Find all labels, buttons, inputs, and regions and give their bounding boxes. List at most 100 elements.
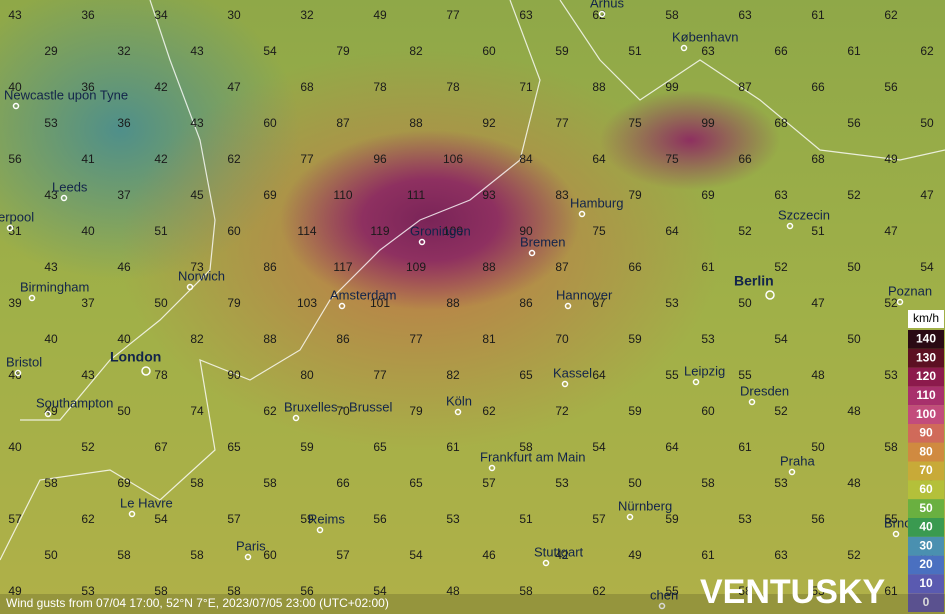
wind-value: 50 (44, 548, 58, 562)
city-label: Newcastle upon Tyne (4, 87, 128, 102)
wind-value: 60 (263, 548, 277, 562)
wind-value: 50 (117, 404, 131, 418)
wind-value: 49 (8, 584, 22, 598)
wind-value: 78 (446, 80, 460, 94)
wind-value: 53 (701, 332, 715, 346)
city-dot (454, 408, 462, 416)
legend-label: 40 (919, 520, 933, 534)
wind-value: 65 (227, 440, 241, 454)
wind-value: 93 (482, 188, 496, 202)
wind-value: 75 (628, 116, 642, 130)
wind-value: 83 (555, 188, 569, 202)
wind-value: 42 (154, 152, 168, 166)
wind-value: 57 (592, 512, 606, 526)
wind-value: 88 (263, 332, 277, 346)
wind-value: 77 (373, 368, 387, 382)
wind-value: 47 (920, 188, 934, 202)
wind-value: 51 (811, 224, 825, 238)
wind-value: 62 (592, 584, 606, 598)
wind-value: 40 (81, 224, 95, 238)
wind-value: 67 (592, 296, 606, 310)
wind-value: 47 (811, 296, 825, 310)
wind-value: 82 (190, 332, 204, 346)
wind-value: 63 (774, 188, 788, 202)
wind-value: 45 (190, 188, 204, 202)
wind-value: 79 (336, 44, 350, 58)
wind-value: 100 (443, 224, 463, 238)
city-dot (28, 294, 36, 302)
wind-value: 43 (190, 44, 204, 58)
wind-value: 86 (519, 296, 533, 310)
wind-value: 49 (44, 404, 58, 418)
wind-value: 55 (738, 368, 752, 382)
city-dot (244, 553, 252, 561)
wind-value: 59 (300, 440, 314, 454)
logo[interactable]: VENTUSKY (700, 573, 885, 611)
wind-value: 50 (847, 332, 861, 346)
wind-value: 72 (555, 404, 569, 418)
wind-value: 90 (227, 368, 241, 382)
wind-value: 49 (373, 8, 387, 22)
wind-value: 84 (519, 152, 533, 166)
wind-value: 56 (373, 512, 387, 526)
wind-value: 79 (227, 296, 241, 310)
wind-value: 40 (44, 332, 58, 346)
wind-value: 50 (738, 296, 752, 310)
city-dot (748, 398, 756, 406)
wind-value: 64 (592, 152, 606, 166)
wind-value: 56 (884, 80, 898, 94)
wind-value: 54 (592, 440, 606, 454)
wind-value: 53 (884, 368, 898, 382)
wind-value: 42 (154, 80, 168, 94)
wind-value: 65 (373, 440, 387, 454)
city-dot (626, 513, 634, 521)
wind-value: 117 (333, 260, 352, 274)
city-dot (186, 283, 194, 291)
wind-value: 63 (519, 8, 533, 22)
wind-value: 58 (190, 548, 204, 562)
legend-label: 140 (916, 332, 936, 346)
wind-value: 42 (555, 548, 569, 562)
wind-value: 61 (738, 440, 752, 454)
wind-value: 57 (482, 476, 496, 490)
wind-value: 66 (774, 44, 788, 58)
city-label: erpool (0, 209, 34, 224)
city-label: Nürnberg (618, 498, 672, 513)
city-dot (786, 222, 794, 230)
legend-swatch (908, 499, 944, 518)
wind-value: 53 (446, 512, 460, 526)
wind-value: 80 (300, 368, 314, 382)
wind-value: 58 (154, 584, 168, 598)
wind-value: 68 (774, 116, 788, 130)
wind-value: 52 (884, 296, 898, 310)
wind-value: 62 (920, 44, 934, 58)
wind-value: 36 (81, 80, 95, 94)
wind-value: 61 (701, 548, 715, 562)
coastline (559, 0, 945, 161)
wind-value: 79 (409, 404, 423, 418)
wind-value: 66 (628, 260, 642, 274)
legend-swatch (908, 424, 944, 443)
city-label: København (672, 29, 739, 44)
wind-value: 82 (409, 44, 423, 58)
wind-value: 56 (300, 584, 314, 598)
city-label: Le Havre (120, 495, 173, 510)
city-label: London (110, 349, 161, 365)
wind-value: 61 (847, 44, 861, 58)
city-dot (128, 510, 136, 518)
wind-value: 52 (81, 440, 95, 454)
wind-value: 59 (665, 512, 679, 526)
wind-value: 57 (227, 512, 241, 526)
wind-value: 60 (227, 224, 241, 238)
wind-value: 58 (263, 476, 277, 490)
city-dot (892, 530, 900, 538)
city-dot (680, 44, 688, 52)
wind-value: 59 (628, 332, 642, 346)
wind-value: 50 (811, 440, 825, 454)
wind-value: 54 (774, 332, 788, 346)
wind-value: 109 (406, 260, 426, 274)
wind-value: 43 (190, 116, 204, 130)
city-label: Birmingham (20, 279, 89, 294)
wind-value: 62 (884, 8, 898, 22)
legend-unit-box (908, 310, 944, 328)
